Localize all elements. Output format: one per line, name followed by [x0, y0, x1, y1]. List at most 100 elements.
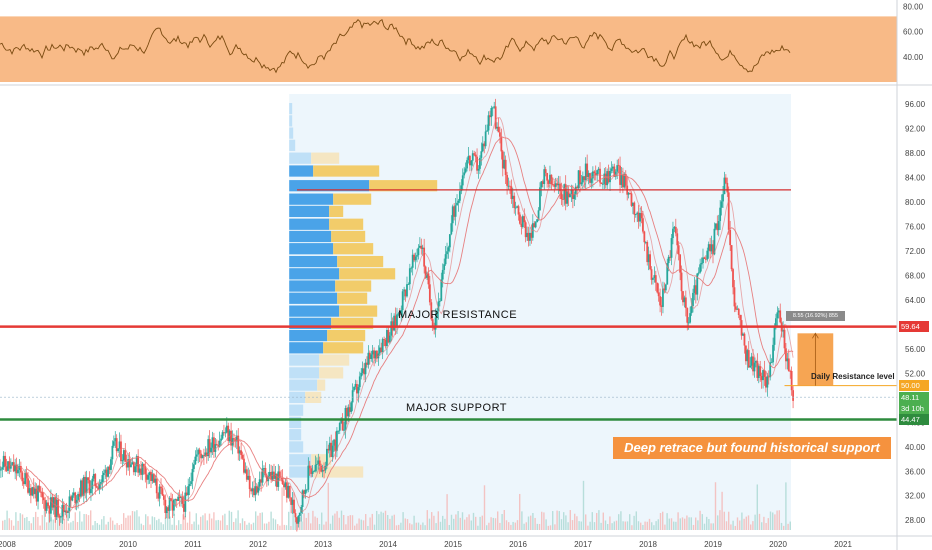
- candle-body: [709, 244, 712, 252]
- candle-body: [463, 172, 466, 176]
- volume-bar: [239, 523, 241, 530]
- candle-body: [42, 497, 45, 501]
- volume-bar: [411, 524, 413, 530]
- candle-body: [142, 463, 145, 467]
- candle-body: [739, 314, 742, 321]
- candle-body: [121, 460, 124, 462]
- candle-body: [557, 183, 560, 186]
- candle-body: [529, 232, 531, 241]
- candle-body: [647, 254, 650, 263]
- candle-body: [517, 206, 520, 215]
- candle-body: [586, 163, 589, 178]
- volume-bar: [668, 518, 670, 530]
- volume-bar: [510, 524, 512, 530]
- volume-bar: [497, 511, 499, 530]
- candle-body: [84, 476, 87, 494]
- volume-bar: [692, 524, 695, 530]
- candle-body: [351, 390, 354, 403]
- volume-bar: [461, 512, 464, 530]
- candle-body: [45, 502, 48, 511]
- volume-bar: [677, 512, 679, 530]
- volume-bar: [17, 520, 19, 530]
- candle-body: [207, 439, 210, 457]
- time-tick-label: 2020: [769, 540, 787, 549]
- candle-body: [361, 368, 364, 373]
- volume-bar: [464, 519, 466, 530]
- candle-body: [583, 176, 586, 181]
- candle-body: [446, 251, 448, 255]
- candle-body: [569, 194, 571, 198]
- candle-body: [624, 173, 627, 186]
- candle-body: [122, 450, 125, 461]
- candle-body: [82, 476, 85, 496]
- candle-body: [700, 263, 703, 265]
- volume-bar: [65, 514, 68, 530]
- candle-body: [152, 474, 155, 483]
- volume-bar: [563, 512, 565, 530]
- candle-body: [175, 499, 178, 501]
- candle-body: [217, 445, 220, 447]
- volume-bar: [732, 520, 734, 530]
- price-tick-label: 56.00: [905, 345, 926, 354]
- candle-body: [308, 465, 311, 469]
- volume-bar: [310, 523, 312, 530]
- volume-bar: [776, 510, 778, 530]
- candle-body: [674, 226, 677, 234]
- volume-profile-bar: [289, 280, 336, 292]
- volume-bar: [565, 515, 567, 530]
- volume-bar: [554, 524, 556, 530]
- candle-body: [650, 269, 653, 280]
- candle-body: [330, 442, 333, 457]
- candle-body: [293, 499, 295, 514]
- candle-body: [124, 450, 127, 462]
- time-tick-label: 2014: [379, 540, 397, 549]
- candle-body: [17, 469, 19, 474]
- volume-bar: [213, 512, 215, 530]
- candle-body: [90, 488, 92, 494]
- volume-bar: [466, 517, 468, 530]
- candle-body: [27, 478, 29, 493]
- volume-bar: [301, 521, 303, 530]
- volume-profile-bar: [313, 165, 380, 177]
- candle-body: [440, 279, 443, 301]
- candle-body: [556, 183, 559, 186]
- volume-bar: [94, 521, 96, 530]
- volume-profile-bar: [289, 416, 302, 429]
- volume-bar: [415, 522, 417, 530]
- candle-body: [237, 435, 240, 454]
- volume-profile-bar: [289, 139, 296, 151]
- volume-bar: [140, 523, 142, 530]
- volume-profile-bar: [331, 317, 374, 329]
- candle-body: [504, 159, 507, 175]
- candle-body: [284, 482, 287, 488]
- candle-body: [629, 192, 631, 194]
- candle-body: [534, 222, 537, 228]
- candle-body: [21, 472, 24, 482]
- volume-bar: [43, 510, 46, 530]
- candle-body: [734, 306, 737, 310]
- candle-body: [792, 390, 794, 401]
- candle-body: [134, 466, 137, 473]
- candle-body: [566, 191, 569, 204]
- volume-bar: [395, 525, 398, 530]
- volume-bar: [587, 525, 589, 530]
- volume-bar: [521, 511, 523, 530]
- volume-bar: [580, 521, 582, 530]
- candle-body: [68, 496, 71, 511]
- osc-tick-label: 80.00: [903, 2, 924, 11]
- candle-body: [350, 402, 353, 412]
- candle-body: [218, 440, 221, 447]
- volume-bar: [679, 518, 681, 530]
- candle-body: [759, 366, 762, 377]
- candle-body: [112, 441, 115, 446]
- volume-bar: [483, 485, 486, 530]
- volume-bar: [180, 524, 182, 530]
- volume-bar: [167, 511, 169, 530]
- candle-body: [610, 168, 613, 171]
- candle-body: [769, 362, 772, 378]
- volume-bar: [134, 511, 136, 530]
- volume-bar: [560, 519, 563, 530]
- candle-body: [148, 472, 151, 476]
- candle-body: [683, 297, 686, 303]
